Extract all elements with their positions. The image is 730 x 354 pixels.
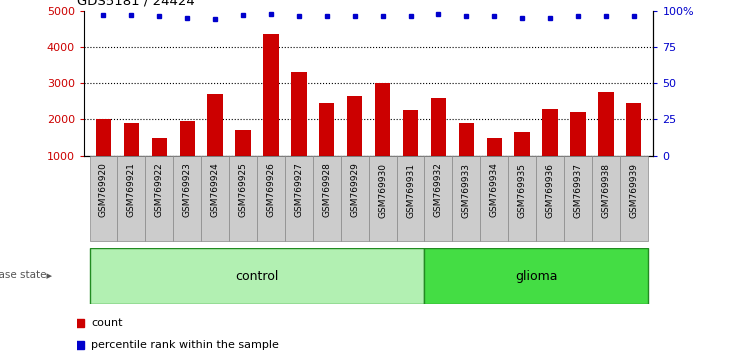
Bar <box>229 156 257 241</box>
Bar <box>480 156 508 241</box>
Bar <box>257 156 285 241</box>
Text: GSM769932: GSM769932 <box>434 162 443 217</box>
Text: GSM769925: GSM769925 <box>239 162 247 217</box>
Bar <box>369 156 396 241</box>
Text: GSM769938: GSM769938 <box>602 162 610 218</box>
Text: GSM769928: GSM769928 <box>322 162 331 217</box>
Text: GSM769936: GSM769936 <box>545 162 555 218</box>
Bar <box>375 83 391 192</box>
Bar <box>145 156 173 241</box>
Text: GSM769939: GSM769939 <box>629 162 638 218</box>
Bar <box>487 138 502 192</box>
Text: percentile rank within the sample: percentile rank within the sample <box>91 339 279 350</box>
Bar <box>508 156 536 241</box>
Bar <box>90 156 118 241</box>
Text: disease state: disease state <box>0 270 46 280</box>
Bar <box>536 156 564 241</box>
Text: glioma: glioma <box>515 270 558 282</box>
Bar <box>173 156 201 241</box>
Text: GSM769930: GSM769930 <box>378 162 387 218</box>
Text: GSM769921: GSM769921 <box>127 162 136 217</box>
Text: GSM769937: GSM769937 <box>574 162 583 218</box>
Text: GSM769924: GSM769924 <box>211 162 220 217</box>
Text: GSM769935: GSM769935 <box>518 162 526 218</box>
Bar <box>180 121 195 192</box>
Text: GSM769931: GSM769931 <box>406 162 415 218</box>
Text: GSM769934: GSM769934 <box>490 162 499 217</box>
Text: GSM769922: GSM769922 <box>155 162 164 217</box>
Text: GSM769920: GSM769920 <box>99 162 108 217</box>
Bar <box>396 156 424 241</box>
Text: GSM769927: GSM769927 <box>294 162 304 217</box>
Bar <box>90 248 424 304</box>
Bar <box>313 156 341 241</box>
Text: GDS5181 / 24424: GDS5181 / 24424 <box>77 0 194 7</box>
Bar <box>152 138 167 192</box>
Bar <box>570 112 585 192</box>
Bar <box>285 156 313 241</box>
Bar <box>424 156 453 241</box>
Bar <box>620 156 648 241</box>
Bar <box>123 123 139 192</box>
Bar <box>458 123 474 192</box>
Bar <box>96 120 111 192</box>
Text: GSM769929: GSM769929 <box>350 162 359 217</box>
Bar <box>347 96 362 192</box>
Bar <box>424 248 648 304</box>
Bar <box>515 132 530 192</box>
Bar <box>431 98 446 192</box>
Text: GSM769933: GSM769933 <box>462 162 471 218</box>
Bar <box>592 156 620 241</box>
Bar <box>235 130 250 192</box>
Bar <box>598 92 614 192</box>
Bar <box>264 34 279 192</box>
Bar <box>403 110 418 192</box>
Text: control: control <box>235 270 279 282</box>
Text: GSM769926: GSM769926 <box>266 162 275 217</box>
Bar <box>564 156 592 241</box>
Text: count: count <box>91 318 123 329</box>
Bar <box>341 156 369 241</box>
Bar <box>542 109 558 192</box>
Bar <box>201 156 229 241</box>
Bar <box>207 94 223 192</box>
Bar <box>291 72 307 192</box>
Bar <box>319 103 334 192</box>
Bar <box>626 103 642 192</box>
Bar <box>453 156 480 241</box>
Text: GSM769923: GSM769923 <box>182 162 192 217</box>
Bar <box>118 156 145 241</box>
